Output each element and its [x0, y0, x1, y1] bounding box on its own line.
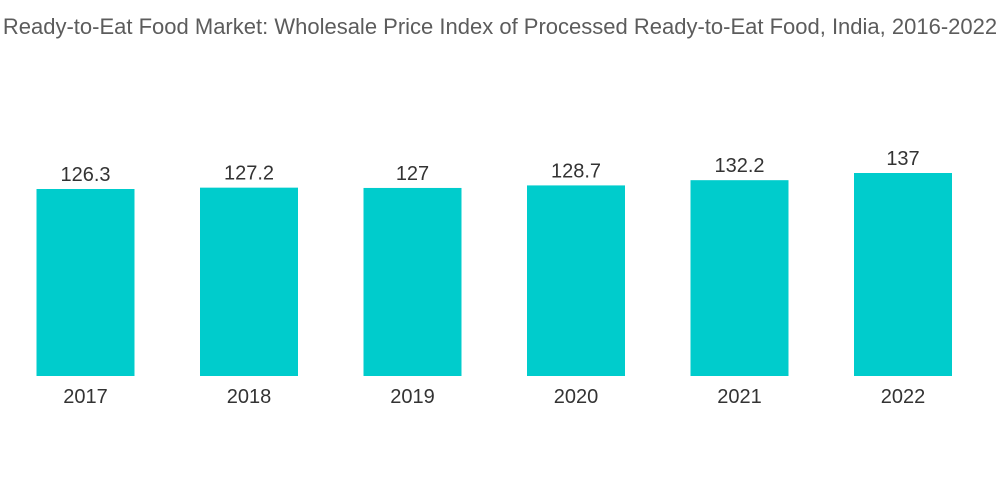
- bar-2017: [36, 189, 135, 376]
- x-tick-label-2021: 2021: [717, 386, 762, 408]
- x-tick-label-2018: 2018: [227, 386, 272, 408]
- data-label-2020: 128.7: [551, 160, 601, 182]
- chart-title: Ready-to-Eat Food Market: Wholesale Pric…: [2, 14, 998, 39]
- x-tick-label-2017: 2017: [63, 386, 108, 408]
- data-label-2019: 127: [396, 163, 429, 185]
- bar-2021: [690, 180, 789, 376]
- bar-2020: [527, 185, 625, 376]
- x-tick-label-2020: 2020: [554, 386, 599, 408]
- bar-2019: [363, 187, 462, 376]
- bar-2018: [200, 187, 298, 376]
- data-label-2022: 137: [886, 148, 919, 170]
- x-tick-label-2022: 2022: [881, 386, 926, 408]
- data-label-2018: 127.2: [224, 163, 274, 185]
- data-label-2021: 132.2: [714, 155, 764, 177]
- bar-2022: [854, 173, 952, 376]
- data-label-2017: 126.3: [60, 164, 110, 186]
- x-tick-label-2019: 2019: [390, 386, 435, 408]
